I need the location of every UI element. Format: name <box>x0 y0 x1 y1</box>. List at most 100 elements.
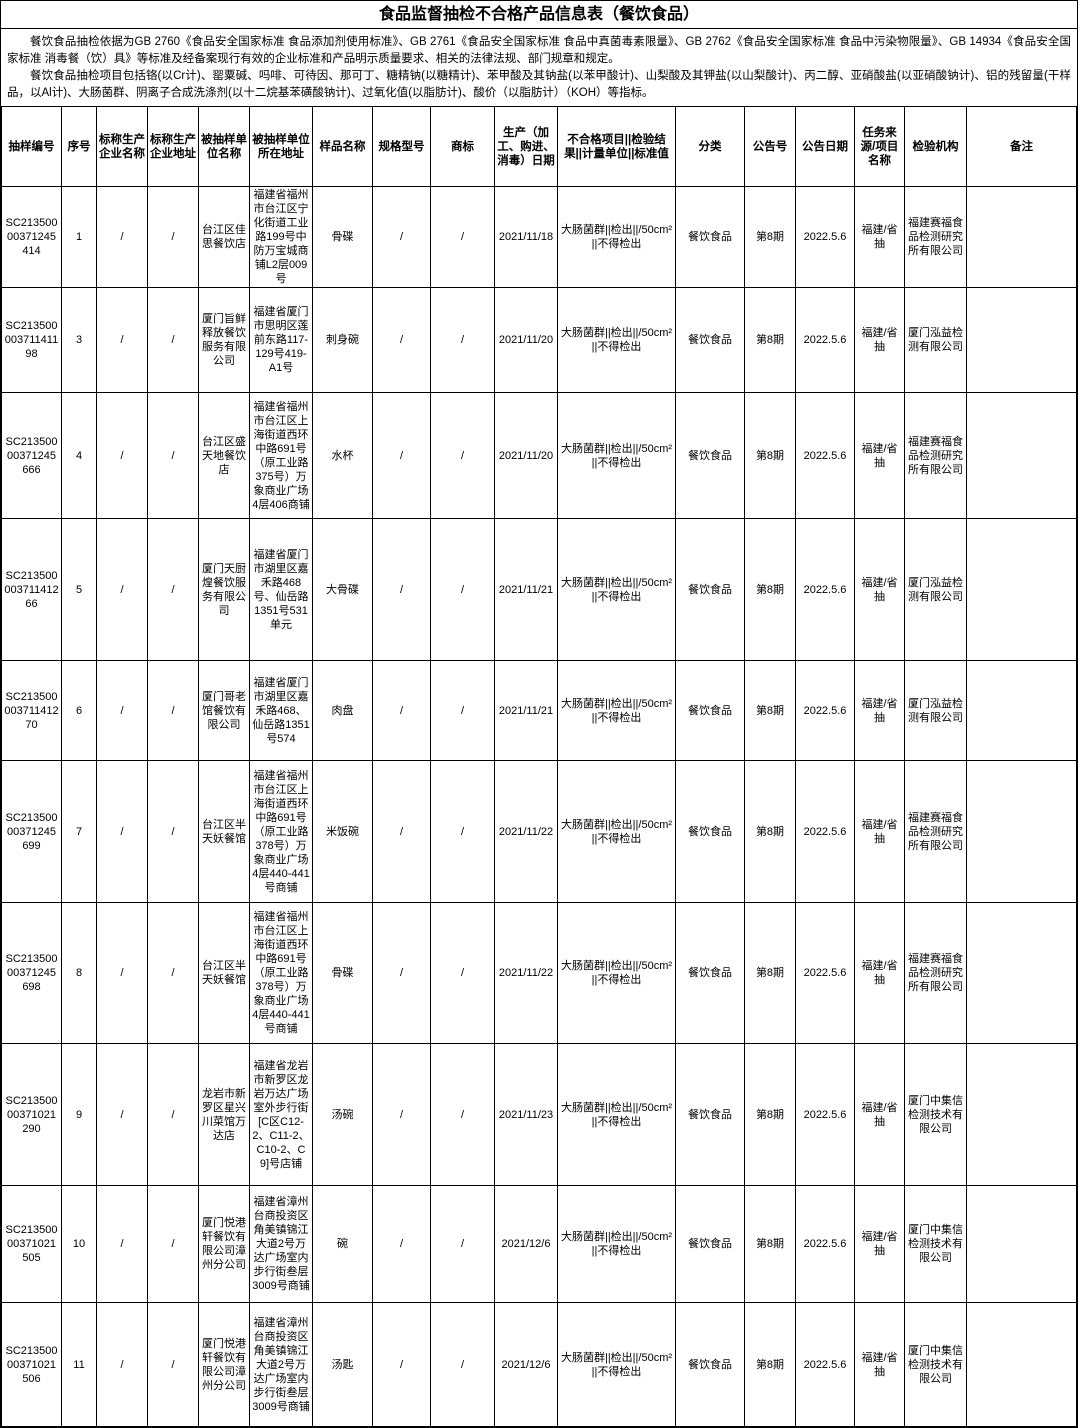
cell-spec-model: / <box>372 760 431 903</box>
cell-sampled-unit-address: 福建省福州市台江区宁化街道工业路199号中防万宝城商铺L2层009号 <box>249 186 313 288</box>
cell-sample-name: 刺身碗 <box>312 287 373 393</box>
cell-producer-address: / <box>147 902 199 1044</box>
cell-sampled-unit-address: 福建省漳州台商投资区角美镇锦江大道2号万达广场室内步行街叁层3009号商铺 <box>249 1185 313 1303</box>
cell-category: 餐饮食品 <box>675 902 745 1044</box>
cell-notice-no: 第8期 <box>744 392 796 519</box>
cell-sample-name: 汤碗 <box>312 1043 373 1186</box>
cell-category: 餐饮食品 <box>675 1043 745 1186</box>
cell-producer-address: / <box>147 287 199 393</box>
cell-nonconforming-item: 大肠菌群||检出||/50cm²||不得检出 <box>557 518 676 661</box>
table-row: SC21350000371245414 1// 台江区佳思餐饮店 福建省福州市台江区宁… <box>1 186 1077 288</box>
cell-inspection-agency: 厦门中集信检测技术有限公司 <box>904 1302 967 1427</box>
column-header-remarks: 备注 <box>966 106 1077 187</box>
cell-sampled-unit-name: 厦门哥老馆餐饮有限公司 <box>198 660 250 761</box>
cell-seq: 11 <box>61 1302 97 1427</box>
table-body: SC21350000371245414 1// 台江区佳思餐饮店 福建省福州市台江区宁… <box>1 186 1077 1427</box>
cell-sampled-unit-address: 福建省厦门市思明区莲前东路117-129号419-A1号 <box>249 287 313 393</box>
cell-category: 餐饮食品 <box>675 186 745 288</box>
cell-notice-no: 第8期 <box>744 760 796 903</box>
cell-sampled-unit-name: 台江区佳思餐饮店 <box>198 186 250 288</box>
cell-inspection-agency: 福建赛福食品检测研究所有限公司 <box>904 392 967 519</box>
cell-notice-no: 第8期 <box>744 186 796 288</box>
cell-task-source: 福建/省抽 <box>854 287 905 393</box>
cell-production-date: 2021/12/6 <box>494 1302 558 1427</box>
cell-producer-address: / <box>147 1302 199 1427</box>
cell-sampled-unit-address: 福建省厦门市湖里区嘉禾路468、仙岳路1351号574 <box>249 660 313 761</box>
cell-notice-no: 第8期 <box>744 1302 796 1427</box>
cell-seq: 3 <box>61 287 97 393</box>
cell-nonconforming-item: 大肠菌群||检出||/50cm²||不得检出 <box>557 287 676 393</box>
cell-task-source: 福建/省抽 <box>854 902 905 1044</box>
cell-production-date: 2021/11/22 <box>494 902 558 1044</box>
column-header-sampled-unit-name: 被抽样单位名称 <box>198 106 250 187</box>
intro-section: 餐饮食品抽检依据为GB 2760《食品安全国家标准 食品添加剂使用标准》、GB … <box>1 29 1077 106</box>
cell-producer-address: / <box>147 518 199 661</box>
cell-notice-date: 2022.5.6 <box>795 287 855 393</box>
cell-nonconforming-item: 大肠菌群||检出||/50cm²||不得检出 <box>557 1302 676 1427</box>
cell-nonconforming-item: 大肠菌群||检出||/50cm²||不得检出 <box>557 902 676 1044</box>
cell-notice-date: 2022.5.6 <box>795 518 855 661</box>
cell-notice-date: 2022.5.6 <box>795 760 855 903</box>
cell-spec-model: / <box>372 1043 431 1186</box>
cell-production-date: 2021/11/20 <box>494 287 558 393</box>
column-header-sampled-unit-address: 被抽样单位所在地址 <box>249 106 313 187</box>
cell-producer-name: / <box>96 518 148 661</box>
cell-category: 餐饮食品 <box>675 287 745 393</box>
cell-spec-model: / <box>372 902 431 1044</box>
column-header-category: 分类 <box>675 106 745 187</box>
cell-task-source: 福建/省抽 <box>854 186 905 288</box>
cell-category: 餐饮食品 <box>675 392 745 519</box>
cell-notice-date: 2022.5.6 <box>795 392 855 519</box>
cell-spec-model: / <box>372 186 431 288</box>
cell-nonconforming-item: 大肠菌群||检出||/50cm²||不得检出 <box>557 760 676 903</box>
cell-spec-model: / <box>372 1185 431 1303</box>
table-row: SC21350000371141198 3// 厦门旨鲜释放餐饮服务有限公司 福建省厦… <box>1 287 1077 393</box>
cell-sample-no: SC21350000371021506 <box>1 1302 62 1427</box>
cell-category: 餐饮食品 <box>675 760 745 903</box>
cell-task-source: 福建/省抽 <box>854 1302 905 1427</box>
cell-production-date: 2021/11/20 <box>494 392 558 519</box>
cell-remarks <box>966 392 1077 519</box>
cell-sample-no: SC21350000371245414 <box>1 186 62 288</box>
cell-notice-no: 第8期 <box>744 660 796 761</box>
cell-remarks <box>966 1302 1077 1427</box>
intro-paragraph-standards: 餐饮食品抽检依据为GB 2760《食品安全国家标准 食品添加剂使用标准》、GB … <box>7 36 1071 65</box>
cell-sampled-unit-name: 台江区半天妖餐馆 <box>198 760 250 903</box>
cell-seq: 9 <box>61 1043 97 1186</box>
column-header-sample-no: 抽样编号 <box>1 106 62 187</box>
cell-sample-name: 骨碟 <box>312 186 373 288</box>
cell-sample-no: SC21350000371245666 <box>1 392 62 519</box>
cell-task-source: 福建/省抽 <box>854 760 905 903</box>
cell-sample-name: 碗 <box>312 1185 373 1303</box>
column-header-producer-address: 标称生产企业地址 <box>147 106 199 187</box>
cell-sampled-unit-address: 福建省福州市台江区上海街道西环中路691号（原工业路375号）万象商业广场4层4… <box>249 392 313 519</box>
cell-production-date: 2021/11/18 <box>494 186 558 288</box>
cell-sampled-unit-name: 厦门悦港轩餐饮有限公司漳州分公司 <box>198 1302 250 1427</box>
cell-spec-model: / <box>372 518 431 661</box>
cell-notice-date: 2022.5.6 <box>795 902 855 1044</box>
intro-paragraph-items: 餐饮食品抽检项目包括铬(以Cr计)、罂粟碱、吗啡、可待因、那可丁、糖精钠(以糖精… <box>7 70 1071 99</box>
column-header-notice-date: 公告日期 <box>795 106 855 187</box>
cell-notice-no: 第8期 <box>744 902 796 1044</box>
cell-sampled-unit-name: 台江区半天妖餐馆 <box>198 902 250 1044</box>
cell-brand: / <box>430 1043 495 1186</box>
cell-category: 餐饮食品 <box>675 518 745 661</box>
table-row: SC21350000371021290 9// 龙岩市新罗区星兴川菜馆万达店 福建省龙… <box>1 1043 1077 1186</box>
cell-sampled-unit-name: 台江区盛天地餐饮店 <box>198 392 250 519</box>
cell-inspection-agency: 福建赛福食品检测研究所有限公司 <box>904 186 967 288</box>
column-header-notice-no: 公告号 <box>744 106 796 187</box>
cell-brand: / <box>430 1302 495 1427</box>
cell-sample-no: SC21350000371021505 <box>1 1185 62 1303</box>
cell-brand: / <box>430 660 495 761</box>
cell-sample-name: 米饭碗 <box>312 760 373 903</box>
cell-brand: / <box>430 392 495 519</box>
cell-remarks <box>966 186 1077 288</box>
cell-remarks <box>966 902 1077 1044</box>
cell-seq: 4 <box>61 392 97 519</box>
cell-brand: / <box>430 186 495 288</box>
cell-inspection-agency: 福建赛福食品检测研究所有限公司 <box>904 760 967 903</box>
cell-remarks <box>966 760 1077 903</box>
column-header-task-source: 任务来源/项目名称 <box>854 106 905 187</box>
cell-task-source: 福建/省抽 <box>854 1185 905 1303</box>
